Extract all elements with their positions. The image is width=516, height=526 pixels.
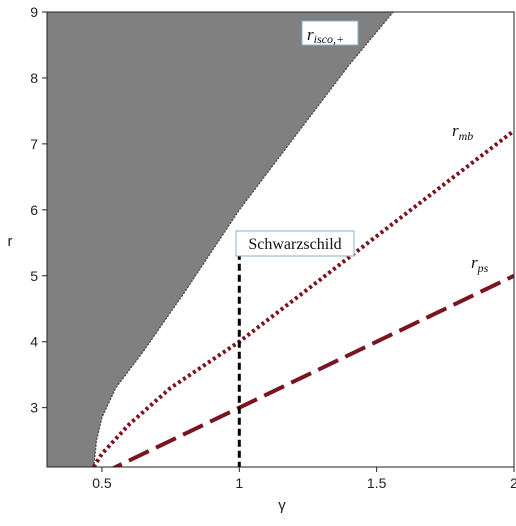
y-tick-label: 8 — [30, 70, 38, 86]
y-tick-label: 7 — [30, 136, 38, 152]
x-tick-label: 1.5 — [367, 475, 387, 491]
y-tick-label: 4 — [30, 334, 38, 350]
y-tick-label: 5 — [30, 268, 38, 284]
r-isco-label: risco,+ — [307, 25, 344, 46]
r-mb-label: rmb — [452, 121, 473, 143]
schwarzschild-label-box — [235, 230, 355, 257]
unstable-region — [47, 12, 394, 467]
x-tick-label: 1 — [235, 475, 243, 491]
y-tick-label: 3 — [30, 400, 38, 416]
series-r-ps-curve — [111, 273, 514, 467]
x-axis-ticks: 0.5 1 1.5 2 — [92, 467, 516, 491]
y-axis-ticks: 3 4 5 6 7 8 9 — [30, 4, 47, 416]
x-tick-label: 2 — [510, 475, 516, 491]
series-r-isco-curve — [92, 12, 394, 467]
schwarzschild-label: Schwarzschild — [248, 236, 341, 253]
r-isco-label-box — [301, 20, 359, 46]
x-tick-label: 0.5 — [92, 475, 112, 491]
y-axis-label: r — [8, 233, 13, 250]
plot-frame — [46, 11, 515, 468]
y-tick-label: 9 — [30, 4, 38, 20]
x-axis-label: γ — [278, 497, 286, 514]
y-tick-label: 6 — [30, 202, 38, 218]
r-ps-label: rps — [471, 253, 489, 275]
